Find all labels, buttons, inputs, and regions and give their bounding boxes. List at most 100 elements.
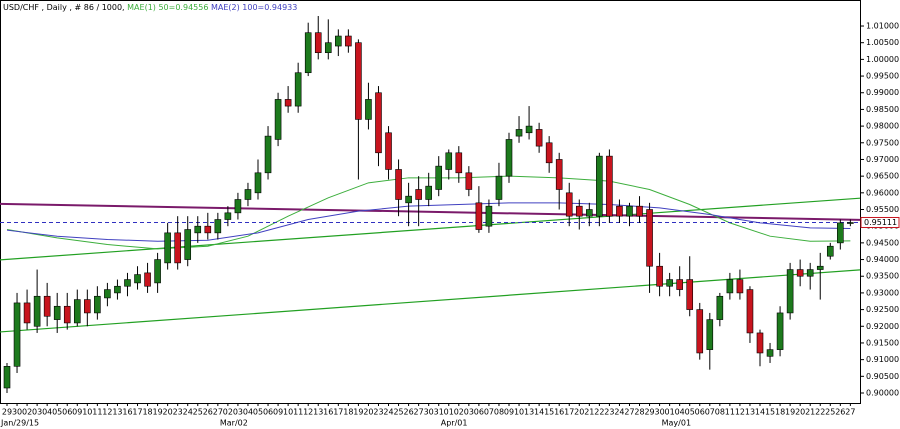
candle-body — [53, 305, 61, 320]
y-tick-label: 0.99000 — [866, 88, 899, 97]
x-tick-label: 06 — [263, 408, 273, 417]
candle-body — [686, 279, 694, 310]
candle-body — [766, 349, 774, 357]
candle-body — [636, 205, 643, 217]
y-tick-label: 0.98000 — [866, 122, 899, 131]
y-tick-label: 0.98500 — [866, 105, 899, 114]
x-tick-label: 10 — [514, 408, 524, 417]
candle-body — [445, 152, 453, 170]
indicator-label: MAE(2) 100=0.94933 — [211, 3, 297, 12]
x-tick-label: 24 — [383, 408, 393, 417]
candle-body — [294, 72, 302, 107]
x-tick-label: 22 — [594, 408, 604, 417]
x-tick-label: 13 — [112, 408, 122, 417]
candle-body — [224, 212, 232, 220]
x-tick-label: 13 — [313, 408, 323, 417]
candle-body — [324, 42, 332, 54]
x-tick-label: 29 — [644, 408, 654, 417]
candle-body — [335, 35, 342, 47]
y-tick-label: 0.95500 — [866, 205, 899, 214]
period-label: Mar/02 — [220, 419, 248, 428]
candle-body — [535, 129, 543, 147]
x-tick-label: 30 — [12, 408, 22, 417]
y-tick-label: 0.90500 — [866, 372, 899, 381]
candle-body — [826, 245, 834, 257]
candle-body — [214, 219, 222, 234]
candle-body — [254, 172, 262, 194]
candle-body — [515, 129, 523, 137]
x-tick-label: 01 — [665, 408, 675, 417]
x-tick-label: 21 — [584, 408, 594, 417]
x-tick-label: 22 — [815, 408, 825, 417]
x-tick-label: 05 — [52, 408, 62, 417]
x-tick-label: 04 — [675, 408, 685, 417]
x-tick-label: 07 — [484, 408, 494, 417]
x-tick-label: 02 — [454, 408, 464, 417]
x-tick-label: 11 — [725, 408, 735, 417]
candle-body — [425, 185, 432, 200]
x-tick-label: 26 — [203, 408, 213, 417]
candle-body — [756, 332, 764, 354]
candle-body — [646, 209, 653, 267]
candle-body — [837, 222, 844, 244]
candle-body — [365, 99, 372, 120]
x-tick-label: 10 — [82, 408, 92, 417]
y-tick-label: 1.00500 — [866, 38, 899, 47]
y-tick-label: 1.01000 — [866, 22, 899, 31]
candle-body — [345, 35, 352, 47]
candle-body — [174, 232, 181, 264]
x-tick-label: 05 — [685, 408, 695, 417]
x-tick-label: 30 — [424, 408, 434, 417]
y-tick-label: 0.91000 — [866, 355, 899, 364]
candle-body — [405, 195, 412, 204]
indicator-line — [6, 202, 851, 242]
candle-body — [23, 302, 31, 324]
candle-body — [847, 222, 854, 224]
x-tick-label: 26 — [835, 408, 845, 417]
candle-body — [525, 125, 533, 134]
candle-body — [816, 265, 824, 270]
x-tick-label: 04 — [243, 408, 253, 417]
candle-body — [415, 189, 422, 200]
x-tick-label: 17 — [333, 408, 343, 417]
candle-body — [796, 269, 804, 277]
candle-body — [33, 295, 41, 327]
x-tick-label: 13 — [745, 408, 755, 417]
candle-body — [194, 225, 202, 234]
x-tick-label: 16 — [323, 408, 333, 417]
x-tick-label: 26 — [404, 408, 414, 417]
x-tick-label: 06 — [62, 408, 72, 417]
candle-body — [124, 279, 131, 287]
x-tick-label: 07 — [705, 408, 715, 417]
x-tick-label: 06 — [474, 408, 484, 417]
x-tick-label: 02 — [223, 408, 233, 417]
indicator-label: MAE(1) 50=0.94556 — [127, 3, 208, 12]
x-tick-label: 05 — [253, 408, 263, 417]
x-tick-label: 18 — [142, 408, 152, 417]
x-tick-label: 09 — [504, 408, 514, 417]
candle-body — [314, 32, 322, 54]
plot-frame — [0, 0, 861, 404]
y-tick-label: 0.93000 — [866, 288, 899, 297]
candle-body — [244, 189, 252, 200]
candle-body — [656, 265, 663, 287]
candle-body — [114, 285, 121, 294]
candle-body — [726, 279, 734, 294]
y-tick-label: 0.96000 — [866, 188, 899, 197]
y-tick-label: 0.92500 — [866, 305, 899, 314]
candle-body — [13, 302, 21, 367]
candle-body — [164, 232, 171, 264]
candle-body — [586, 209, 593, 217]
y-tick-label: 0.92000 — [866, 322, 899, 331]
x-tick-label: 03 — [464, 408, 474, 417]
chart-header: USD/CHF , Daily , # 86 / 1000, MAE(1) 50… — [3, 3, 297, 12]
x-tick-label: 20 — [163, 408, 173, 417]
x-tick-label: 01 — [444, 408, 454, 417]
candle-body — [134, 274, 141, 284]
x-tick-label: 08 — [715, 408, 725, 417]
candle-body — [3, 366, 11, 389]
x-tick-label: 27 — [624, 408, 634, 417]
x-tick-label: 12 — [102, 408, 112, 417]
